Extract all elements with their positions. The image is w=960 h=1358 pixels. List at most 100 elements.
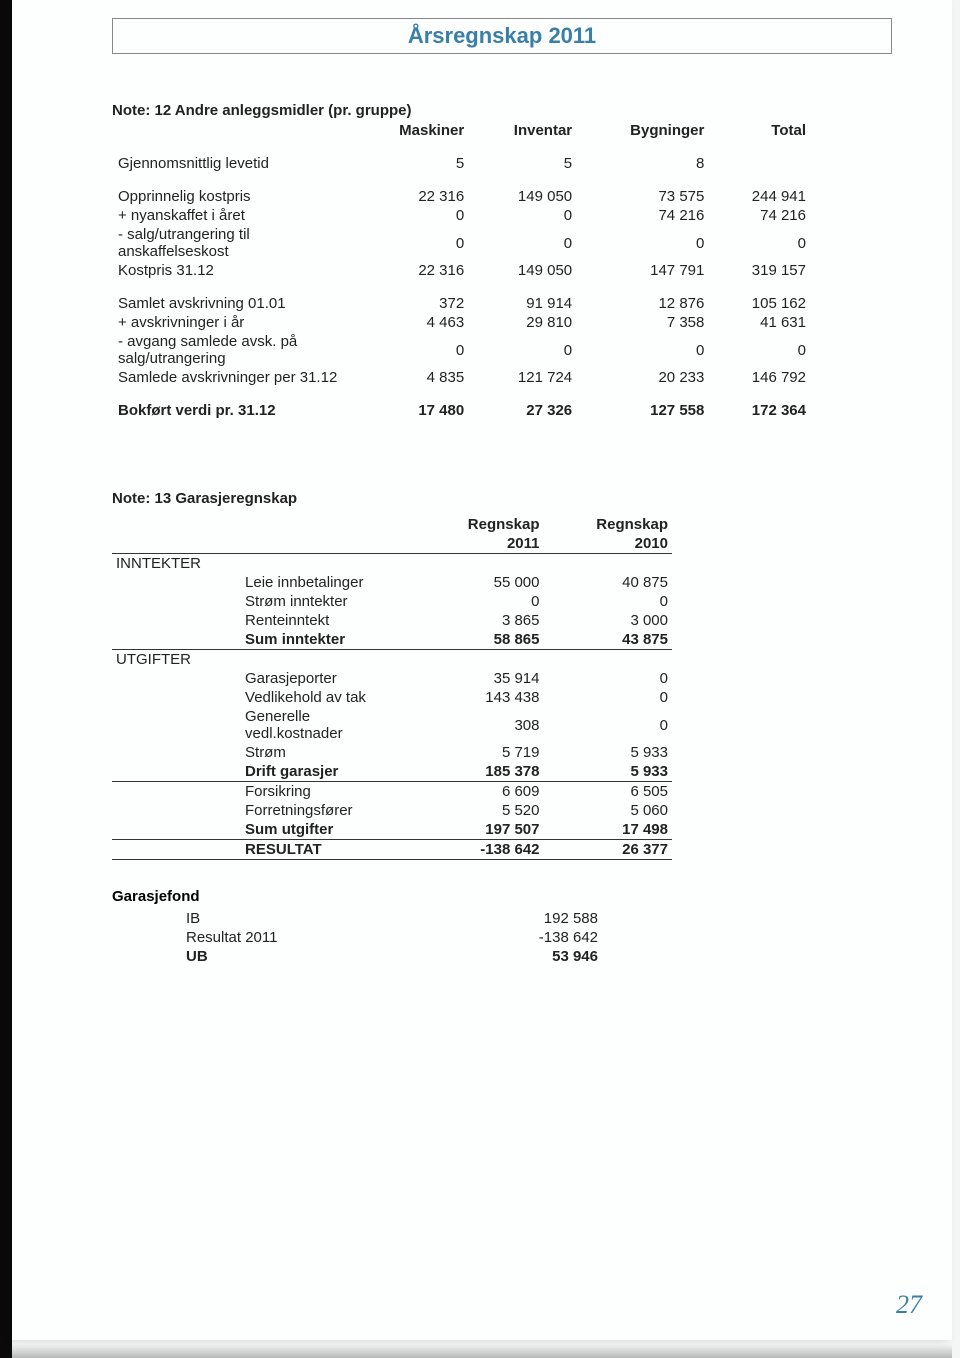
cell: 121 724 (470, 368, 578, 387)
table-row: Renteinntekt 3 865 3 000 (112, 611, 672, 630)
section-utgifter: UTGIFTER (112, 650, 672, 670)
col-regnskap1: Regnskap (415, 515, 543, 534)
cell: 0 (578, 332, 710, 368)
note12-table: Maskiner Inventar Bygninger Total Gjenno… (112, 121, 812, 420)
cell: 0 (470, 225, 578, 261)
cell: 5 933 (544, 743, 673, 762)
page-number: 27 (896, 1290, 922, 1320)
row-label: Vedlikehold av tak (205, 688, 415, 707)
row-label: Sum utgifter (205, 820, 415, 840)
table-row: IB 192 588 (182, 909, 602, 928)
cell: 3 865 (415, 611, 543, 630)
table-row: + avskrivninger i år 4 463 29 810 7 358 … (112, 313, 812, 332)
cell: 372 (352, 294, 470, 313)
cell: 0 (470, 206, 578, 225)
row-label: Resultat 2011 (182, 928, 382, 947)
cell: 0 (544, 707, 673, 743)
cell: 73 575 (578, 187, 710, 206)
section-label: INNTEKTER (112, 554, 205, 574)
row-label: Samlet avskrivning 01.01 (112, 294, 352, 313)
row-label: Strøm inntekter (205, 592, 415, 611)
cell: 0 (352, 206, 470, 225)
row-label: Strøm (205, 743, 415, 762)
sum-utgifter: Sum utgifter 197 507 17 498 (112, 820, 672, 840)
cell: 22 316 (352, 187, 470, 206)
cell: 43 875 (544, 630, 673, 650)
row-label: - salg/utrangering til anskaffelseskost (112, 225, 352, 261)
cell: 5 520 (415, 801, 543, 820)
col-maskiner: Maskiner (352, 121, 470, 140)
cell: 6 505 (544, 782, 673, 802)
cell: 0 (544, 669, 673, 688)
cell: 0 (352, 332, 470, 368)
row-label: Renteinntekt (205, 611, 415, 630)
row-label: Forretningsfører (205, 801, 415, 820)
cell: 29 810 (470, 313, 578, 332)
cell: 5 (352, 154, 470, 173)
row-label: RESULTAT (205, 840, 415, 860)
sum-inntekter: Sum inntekter 58 865 43 875 (112, 630, 672, 650)
table-row: Forretningsfører 5 520 5 060 (112, 801, 672, 820)
cell: 7 358 (578, 313, 710, 332)
cell: 0 (710, 225, 812, 261)
cell: -138 642 (382, 928, 602, 947)
note12-footer-row: Bokført verdi pr. 31.12 17 480 27 326 12… (112, 401, 812, 420)
cell: 149 050 (470, 187, 578, 206)
cell: 74 216 (578, 206, 710, 225)
row-label: Bokført verdi pr. 31.12 (112, 401, 352, 420)
cell: 197 507 (415, 820, 543, 840)
col-inventar: Inventar (470, 121, 578, 140)
cell: 0 (544, 688, 673, 707)
table-row: + nyanskaffet i året 0 0 74 216 74 216 (112, 206, 812, 225)
row-label: Gjennomsnittlig levetid (112, 154, 352, 173)
col-bygninger: Bygninger (578, 121, 710, 140)
table-row: Vedlikehold av tak 143 438 0 (112, 688, 672, 707)
table-row: Samlet avskrivning 01.01 372 91 914 12 8… (112, 294, 812, 313)
resultat-row: RESULTAT -138 642 26 377 (112, 840, 672, 860)
cell: 146 792 (710, 368, 812, 387)
note12-title: Note: 12 Andre anleggsmidler (pr. gruppe… (112, 102, 892, 119)
cell: 20 233 (578, 368, 710, 387)
cell: 22 316 (352, 261, 470, 280)
row-label: Leie innbetalinger (205, 573, 415, 592)
col-year2: 2010 (544, 534, 673, 554)
cell: 0 (710, 332, 812, 368)
note12-section: Note: 12 Andre anleggsmidler (pr. gruppe… (112, 102, 892, 420)
row-label: IB (182, 909, 382, 928)
row-label: Sum inntekter (205, 630, 415, 650)
cell: 17 480 (352, 401, 470, 420)
table-row: - salg/utrangering til anskaffelseskost … (112, 225, 812, 261)
cell: 308 (415, 707, 543, 743)
table-row: Strøm 5 719 5 933 (112, 743, 672, 762)
cell: 40 875 (544, 573, 673, 592)
cell: 91 914 (470, 294, 578, 313)
table-row: Kostpris 31.12 22 316 149 050 147 791 31… (112, 261, 812, 280)
row-label: Garasjeporter (205, 669, 415, 688)
table-row: Samlede avskrivninger per 31.12 4 835 12… (112, 368, 812, 387)
cell: 0 (544, 592, 673, 611)
cell: 74 216 (710, 206, 812, 225)
cell: 6 609 (415, 782, 543, 802)
cell: 4 463 (352, 313, 470, 332)
table-row: Gjennomsnittlig levetid 5 5 8 (112, 154, 812, 173)
note13-title: Note: 13 Garasjeregnskap (112, 490, 892, 507)
cell: 3 000 (544, 611, 673, 630)
table-row: Leie innbetalinger 55 000 40 875 (112, 573, 672, 592)
header-box: Årsregnskap 2011 (112, 18, 892, 54)
cell: 0 (352, 225, 470, 261)
cell: 35 914 (415, 669, 543, 688)
row-label: UB (182, 947, 382, 966)
row-label: - avgang samlede avsk. på salg/utrangeri… (112, 332, 352, 368)
row-label: Drift garasjer (205, 762, 415, 782)
cell: 143 438 (415, 688, 543, 707)
cell: 26 377 (544, 840, 673, 860)
cell: 53 946 (382, 947, 602, 966)
table-row: Strøm inntekter 0 0 (112, 592, 672, 611)
col-year1: 2011 (415, 534, 543, 554)
cell: 27 326 (470, 401, 578, 420)
cell: 105 162 (710, 294, 812, 313)
row-label: Forsikring (205, 782, 415, 802)
note13-year-row: 2011 2010 (112, 534, 672, 554)
section-inntekter: INNTEKTER (112, 554, 672, 574)
table-row: Garasjeporter 35 914 0 (112, 669, 672, 688)
